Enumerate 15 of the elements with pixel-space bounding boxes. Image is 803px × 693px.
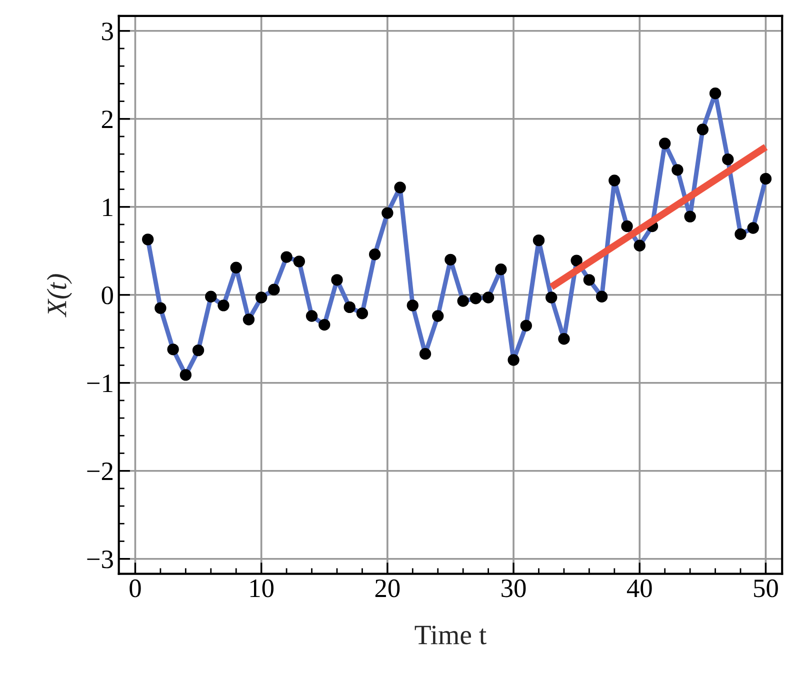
y-tick-label: −1 bbox=[87, 374, 112, 392]
x-tick-label: 20 bbox=[375, 579, 400, 598]
x-tick-label: 10 bbox=[250, 579, 274, 598]
y-tick-label: 1 bbox=[103, 198, 112, 216]
y-tick-label: 0 bbox=[102, 286, 113, 304]
x-tick-label: 30 bbox=[502, 579, 526, 598]
y-tick-label: −3 bbox=[87, 550, 113, 568]
y-tick-label: −2 bbox=[87, 462, 113, 480]
y-tick-label: 2 bbox=[102, 110, 113, 128]
x-tick-label: 40 bbox=[626, 579, 652, 598]
x-tick-label: 0 bbox=[130, 579, 141, 598]
x-tick-label: 50 bbox=[754, 579, 778, 598]
y-axis-title: X(t) bbox=[46, 274, 72, 318]
x-axis-title: Time t bbox=[414, 626, 486, 644]
y-tick-label: 3 bbox=[102, 22, 113, 40]
